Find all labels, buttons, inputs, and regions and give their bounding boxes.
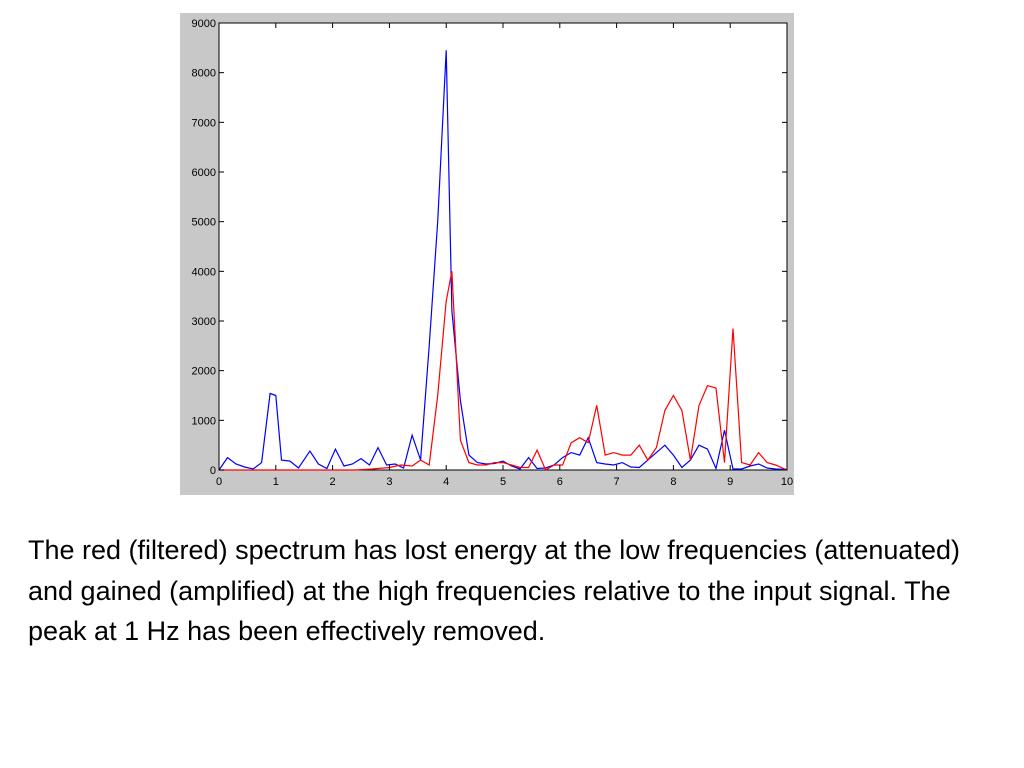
y-tick-label: 4000 (192, 266, 216, 278)
x-tick-label: 3 (386, 476, 392, 488)
y-tick-label: 5000 (192, 217, 216, 229)
y-tick-label: 0 (210, 465, 216, 477)
x-tick-label: 5 (500, 476, 506, 488)
x-tick-label: 4 (443, 476, 449, 488)
y-tick-label: 3000 (192, 316, 216, 328)
series-line-1 (219, 271, 788, 471)
y-tick-label: 1000 (192, 415, 216, 427)
x-tick-label: 1 (273, 476, 279, 488)
slide-caption: The red (filtered) spectrum has lost ene… (28, 535, 960, 646)
x-tick-label: 0 (216, 476, 222, 488)
figure-frame: 0 1 2 3 4 5 6 7 8 9 10 0 1000 2000 3000 4000 5000 6000 700… (180, 13, 794, 495)
spectrum-chart: 0 1 2 3 4 5 6 7 8 9 10 0 1000 2000 3000 4000 5000 6000 700… (192, 18, 794, 488)
x-tick-label: 2 (330, 476, 336, 488)
x-tick-label: 6 (557, 476, 563, 488)
y-tick-label: 6000 (192, 167, 216, 179)
x-tick-label: 9 (727, 476, 733, 488)
axes-layer: 0 1 2 3 4 5 6 7 8 9 10 0 1000 2000 3000 4000 5000 6000 700… (192, 18, 794, 488)
y-tick-label: 8000 (192, 68, 216, 80)
y-tick-label: 2000 (192, 366, 216, 378)
x-tick-label: 8 (670, 476, 676, 488)
series-layer (218, 50, 788, 471)
x-tick-label: 10 (781, 476, 793, 488)
y-tick-label: 9000 (192, 18, 216, 30)
plot-area (218, 22, 788, 471)
y-tick-label: 7000 (192, 117, 216, 129)
x-tick-label: 7 (614, 476, 620, 488)
